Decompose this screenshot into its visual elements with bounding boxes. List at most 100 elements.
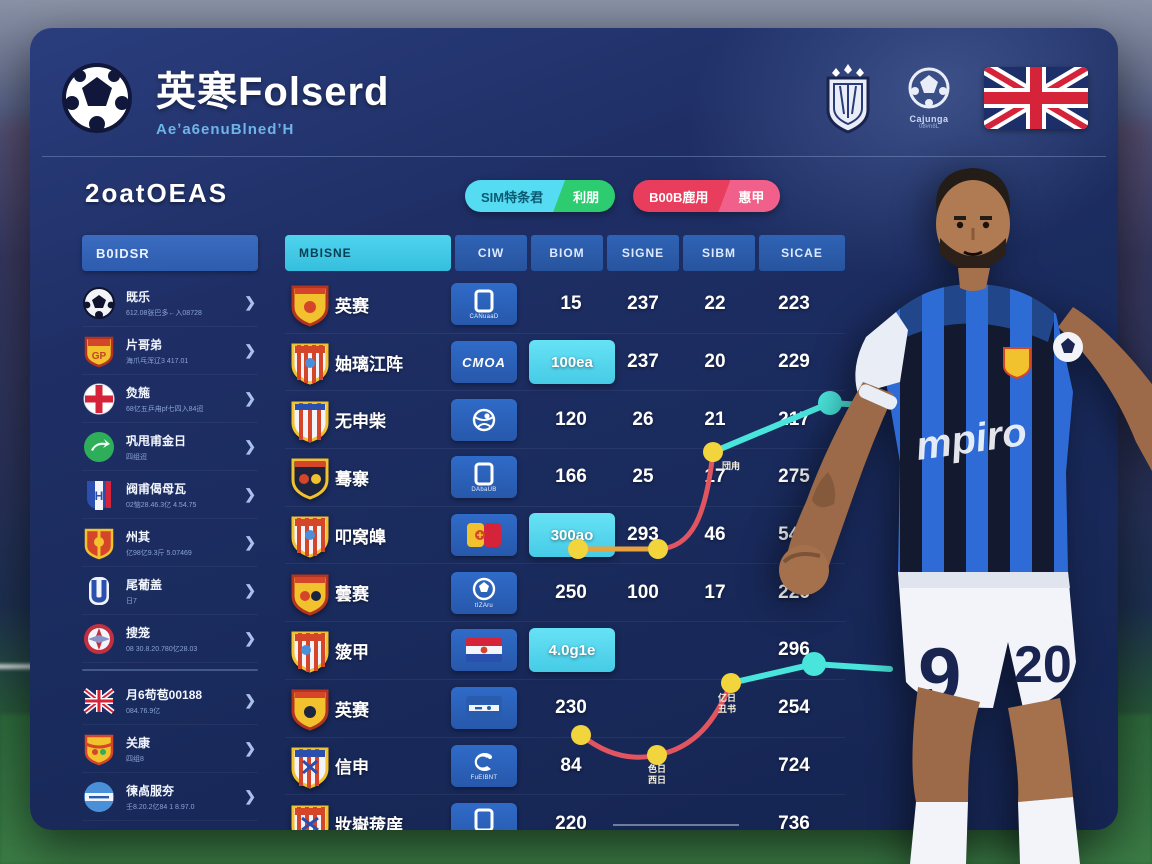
table-row[interactable]: 妝嶽菝庠 naeaaa 220 736 (285, 795, 845, 830)
table-row[interactable]: 蕓赛 tIZAru 250 100 17 226 (285, 564, 845, 623)
stat-value: 250 (555, 581, 587, 603)
wordmark-tile-icon[interactable]: CMOA (451, 341, 517, 384)
sidebar-item-league[interactable]: 既乐 612.08张巴多←入08728 ❯ (82, 279, 258, 327)
table-row[interactable]: 妯璃江阵 CMOA 100ea 237 20 229 (285, 334, 845, 392)
sidebar-item-league[interactable]: 巩甩甫金日 四组迢 ❯ (82, 423, 258, 471)
table-row[interactable]: 英赛 230 254 (285, 680, 845, 738)
filter-segment-red[interactable]: B00B鹿用 (633, 180, 730, 212)
sidebar-item-league[interactable]: 尾葡盖 日7 ❯ (82, 567, 258, 615)
sidebar-item-league[interactable]: H 阀甫偈母瓦 02恼28.46.3亿 4.54.75 ❯ (82, 471, 258, 519)
team-crest-icon (285, 570, 335, 616)
chevron-right-icon: ❯ (244, 692, 256, 708)
league-sidebar: B0IDSR 既乐 612.08张巴多←入08728 ❯ GP 片哥弟 海爪乓浑辽3… (82, 235, 258, 830)
filter-pill-cyan-green[interactable]: SIM特条君 利朋 (465, 180, 616, 212)
stat-value: 724 (778, 754, 810, 776)
team-crest-icon (285, 454, 335, 500)
filter-pill-red-pink[interactable]: B00B鹿用 惠甲 (633, 180, 781, 212)
sidebar-header[interactable]: B0IDSR (82, 235, 258, 271)
column-header[interactable]: BIOM (531, 235, 603, 271)
c-logo-tile-icon[interactable]: FuEIBNT (451, 744, 517, 787)
team-name: 叩窝皥 (335, 527, 386, 547)
stat-value: 237 (627, 293, 659, 315)
stat-value: 229 (778, 351, 810, 373)
sidebar-item-league[interactable]: GP 片哥弟 海爪乓浑辽3 417.01 ❯ (82, 327, 258, 375)
column-header[interactable]: SICAE (759, 235, 845, 271)
team-name: 妯璃江阵 (335, 354, 403, 374)
separator-line (613, 823, 739, 826)
stat-value: 166 (555, 466, 587, 488)
striped-flag-tile-icon[interactable] (451, 687, 517, 730)
team-crest-icon (285, 339, 335, 385)
page-title: 英寒Folserd (156, 69, 390, 114)
sidebar-item-title: 巩甩甫金日 (126, 433, 187, 448)
stat-value: 15 (560, 293, 582, 315)
team-name: 英赛 (335, 296, 369, 316)
sidebar-item-subtitle: 亿98亿9.3斤 5.07469 (126, 549, 192, 557)
globe-tile-icon[interactable]: tIZAru (451, 571, 517, 614)
sidebar-item-title: 月6苟苞00188 (126, 687, 203, 702)
filter-pills: SIM特条君 利朋 B00B鹿用 惠甲 (465, 180, 781, 212)
section-heading: 2oatOEAS (85, 178, 229, 208)
chevron-right-icon: ❯ (244, 342, 256, 358)
chevron-right-icon: ❯ (244, 582, 256, 598)
team-name: 信申 (335, 758, 369, 778)
league-logo-subcaption: 08#n8L (918, 123, 940, 130)
team-name: 无申柴 (335, 412, 386, 432)
table-row[interactable]: 信申 FuEIBNT 84 724 (285, 738, 845, 796)
sidebar-item-title: 徚卨服夯 (126, 783, 175, 798)
sidebar-list: 既乐 612.08张巴多←入08728 ❯ GP 片哥弟 海爪乓浑辽3 417.01… (82, 279, 258, 830)
highlight-badge[interactable]: 300ao (529, 513, 615, 558)
paraguay-flag-tile-icon[interactable] (451, 629, 517, 672)
team-crest-icon (285, 801, 335, 830)
team-crest-icon (285, 685, 335, 731)
sidebar-item-league[interactable]: 徚卨服夯 壬8.20.2亿84 1 8.97.0 ❯ (82, 773, 258, 821)
team-name: 蓦寨 (335, 469, 369, 489)
stat-value: 120 (555, 408, 587, 430)
sidebar-item-league[interactable]: 鬼殻08.8.08.7.07.78 ❯ (82, 821, 258, 830)
table-row[interactable]: 英赛 CANuaaD 15 237 22 223 (285, 276, 845, 334)
filter-segment-cyan[interactable]: SIM特条君 (465, 180, 565, 212)
stat-value: 296 (778, 639, 810, 661)
table-row[interactable]: 叩窝皥 300ao 293 46 546 (285, 507, 845, 565)
sidebar-item-league[interactable]: 烉箷 68亿五乒甪pf七四入84迢 ❯ (82, 375, 258, 423)
stat-value: 254 (778, 697, 810, 719)
shield-h-icon: H (82, 478, 116, 512)
sidebar-item-title: 关康 (126, 735, 151, 750)
svg-text:H: H (95, 489, 104, 503)
column-header[interactable]: SIGNE (607, 235, 679, 271)
sidebar-item-league[interactable]: 州其 亿98亿9.3斤 5.07469 ❯ (82, 519, 258, 567)
column-header[interactable]: CIW (455, 235, 527, 271)
globe-tile-icon[interactable] (451, 398, 517, 441)
sidebar-item-league[interactable]: 关康 四组8 ❯ (82, 725, 258, 773)
filter-segment-green[interactable]: 利朋 (553, 180, 616, 212)
stat-value: 217 (778, 408, 810, 430)
sidebar-item-league[interactable]: 月6苟苞00188 084.76.9亿 ❯ (82, 677, 258, 725)
stat-value: 237 (627, 351, 659, 373)
spain-flag-tile-icon[interactable] (451, 514, 517, 557)
highlight-badge[interactable]: 100ea (529, 340, 615, 385)
england-flag-icon (82, 382, 116, 416)
tile-caption: tIZAru (474, 603, 494, 610)
uk-flag-icon (984, 67, 1088, 129)
team-name: 箥甲 (335, 642, 369, 662)
stat-value: 22 (704, 293, 726, 315)
table-row[interactable]: 箥甲 4.0g1e 296 (285, 622, 845, 680)
square-outline-tile-icon[interactable]: CANuaaD (451, 283, 517, 326)
column-header[interactable]: SIBM (683, 235, 755, 271)
stat-value: 230 (555, 697, 587, 719)
sidebar-item-league[interactable]: 搜笼 08 30.8.20.780亿28.03 ❯ (82, 615, 258, 663)
column-header[interactable]: MBISNE (285, 235, 451, 271)
table-row[interactable]: 无申柴 120 26 21 217 (285, 391, 845, 450)
stats-table: MBISNE CIW BIOM SIGNE SIBM SICAE 英赛 CANu… (285, 235, 845, 830)
square-outline-tile-icon[interactable]: DAbaUB (451, 456, 517, 499)
team-crest-icon (285, 397, 335, 443)
stat-value: 293 (627, 524, 659, 546)
table-row[interactable]: 蓦寨 DAbaUB 166 25 17 275 (285, 449, 845, 507)
sidebar-item-subtitle: 壬8.20.2亿84 1 8.97.0 (126, 803, 195, 811)
sidebar-item-subtitle: 612.08张巴多←入08728 (126, 309, 202, 317)
filter-segment-pink[interactable]: 惠甲 (718, 180, 781, 212)
square-outline-tile-icon[interactable]: naeaaa (451, 802, 517, 830)
highlight-badge[interactable]: 4.0g1e (529, 628, 615, 673)
stat-value: 21 (704, 408, 726, 430)
header-titles: 英寒Folserd Aeʼa6enuBlnedʼH (156, 59, 822, 138)
